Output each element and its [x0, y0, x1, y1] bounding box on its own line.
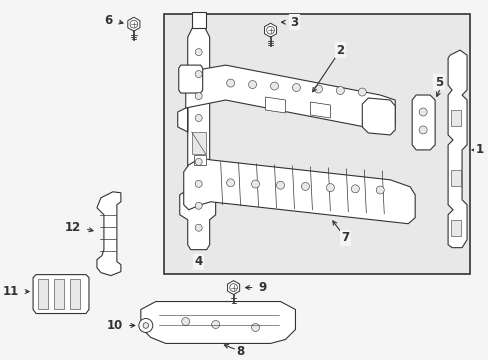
Bar	[70, 279, 80, 309]
Bar	[38, 279, 48, 309]
Bar	[191, 12, 205, 28]
Circle shape	[195, 180, 202, 187]
Text: 10: 10	[106, 319, 122, 332]
Circle shape	[418, 108, 427, 116]
Circle shape	[266, 26, 274, 34]
Polygon shape	[265, 97, 285, 113]
Circle shape	[226, 179, 234, 187]
Text: 9: 9	[258, 281, 266, 294]
Circle shape	[248, 81, 256, 89]
Circle shape	[276, 181, 284, 189]
Text: 12: 12	[64, 221, 81, 234]
Bar	[191, 132, 205, 154]
Circle shape	[301, 183, 309, 190]
Polygon shape	[411, 95, 434, 150]
Polygon shape	[183, 158, 414, 224]
Circle shape	[195, 158, 202, 165]
Polygon shape	[179, 65, 202, 93]
Circle shape	[195, 224, 202, 231]
Circle shape	[229, 284, 237, 291]
Bar	[450, 110, 460, 126]
Circle shape	[375, 186, 384, 194]
Text: 6: 6	[104, 14, 113, 27]
Text: 7: 7	[341, 231, 349, 244]
Polygon shape	[97, 192, 121, 276]
Polygon shape	[141, 302, 295, 343]
Circle shape	[418, 126, 427, 134]
Circle shape	[226, 79, 234, 87]
Bar	[54, 279, 64, 309]
Circle shape	[251, 324, 259, 332]
Text: 5: 5	[434, 76, 442, 89]
Circle shape	[292, 84, 300, 91]
Text: 8: 8	[236, 345, 244, 358]
Circle shape	[195, 136, 202, 143]
Text: 1: 1	[475, 143, 483, 156]
Circle shape	[182, 318, 189, 325]
Circle shape	[130, 21, 138, 28]
Circle shape	[195, 114, 202, 121]
Circle shape	[195, 71, 202, 77]
Polygon shape	[127, 17, 140, 31]
Circle shape	[195, 202, 202, 209]
Text: 4: 4	[194, 255, 203, 268]
Circle shape	[195, 93, 202, 99]
Polygon shape	[177, 27, 217, 250]
Bar	[163, 14, 469, 274]
Bar	[450, 220, 460, 236]
Circle shape	[142, 323, 148, 328]
Text: 11: 11	[3, 285, 19, 298]
Polygon shape	[185, 65, 394, 130]
Circle shape	[314, 85, 322, 93]
Text: 3: 3	[290, 16, 298, 29]
Circle shape	[251, 180, 259, 188]
Circle shape	[195, 49, 202, 56]
Circle shape	[270, 82, 278, 90]
Circle shape	[211, 320, 219, 328]
Bar	[450, 170, 460, 186]
Polygon shape	[362, 98, 394, 135]
Polygon shape	[264, 23, 276, 37]
Polygon shape	[33, 275, 89, 314]
Circle shape	[336, 86, 344, 95]
Polygon shape	[310, 102, 330, 118]
Bar	[193, 155, 205, 165]
Polygon shape	[227, 280, 239, 294]
Circle shape	[139, 319, 152, 333]
Circle shape	[358, 88, 366, 96]
Circle shape	[325, 184, 334, 192]
Text: 2: 2	[336, 44, 344, 57]
Polygon shape	[447, 50, 466, 248]
Circle shape	[350, 185, 359, 193]
